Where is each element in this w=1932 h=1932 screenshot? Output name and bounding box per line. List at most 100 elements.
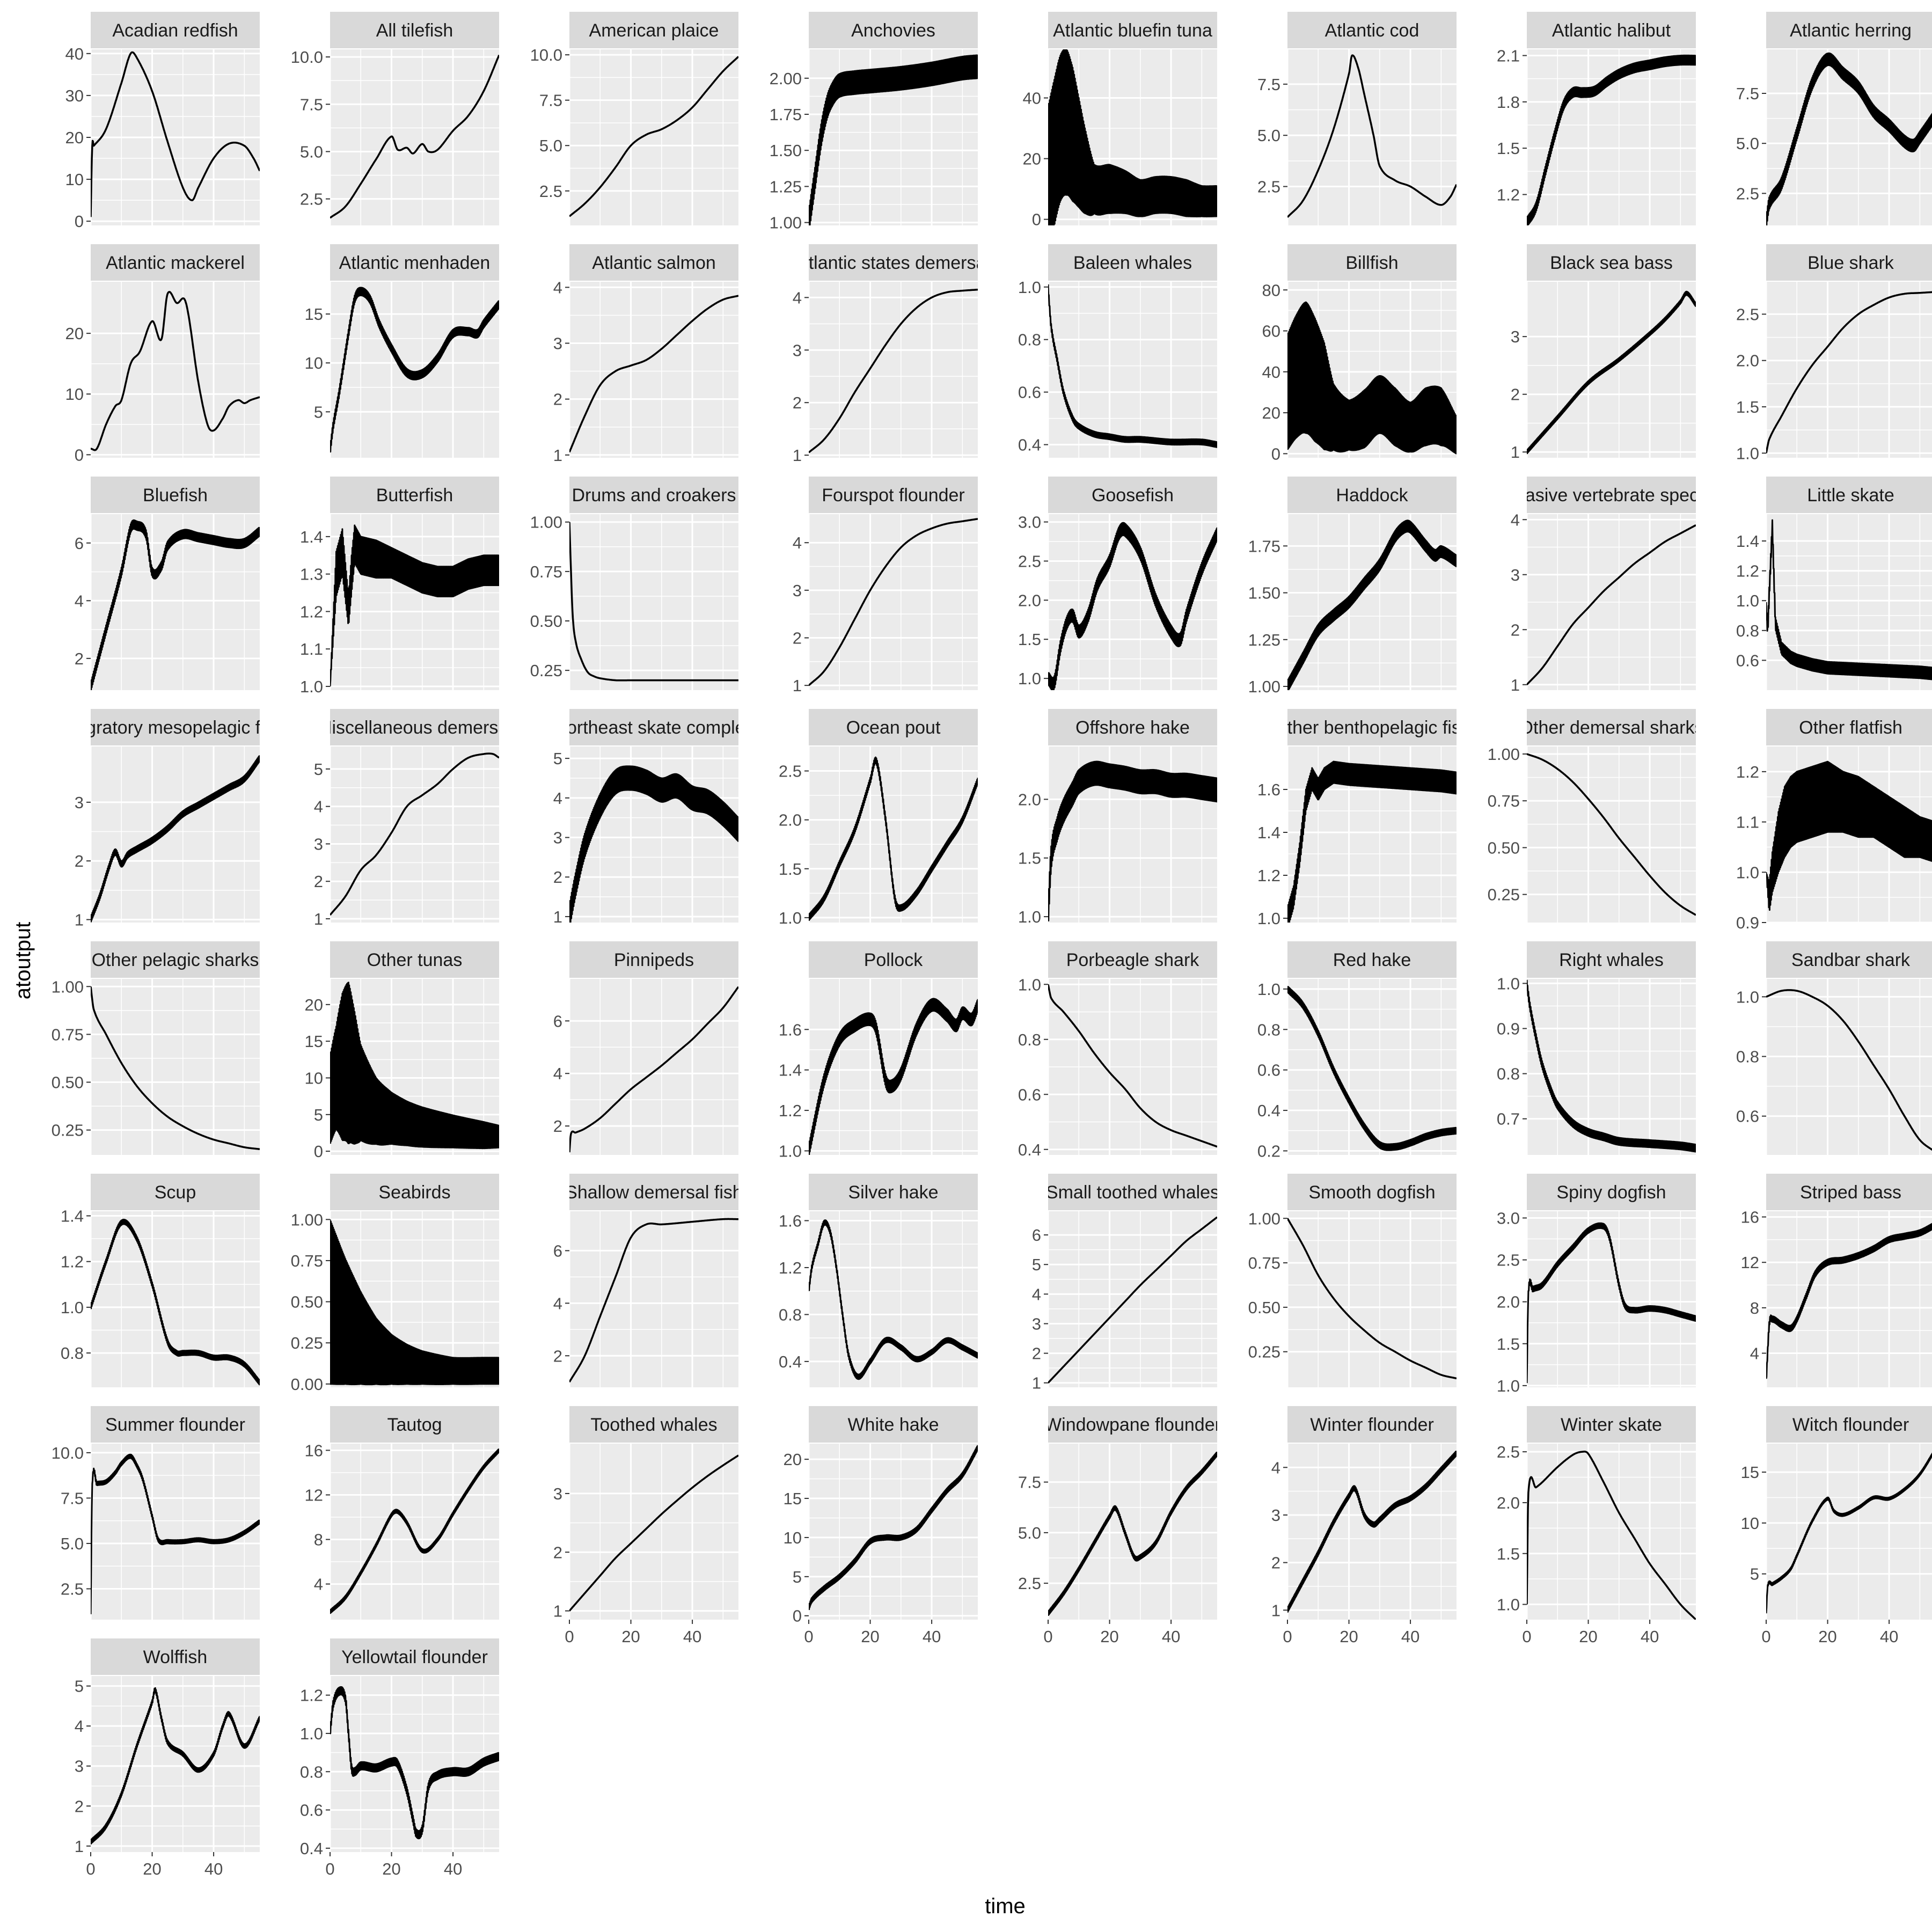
series-line-witch-flounder: [1766, 1453, 1932, 1614]
gridlines: [1526, 747, 1696, 923]
facet-title: Atlantic states demersal: [796, 253, 990, 273]
series-line-other-tunas: [330, 982, 499, 1150]
panel-background: [1766, 1444, 1932, 1620]
y-tick-label: 4: [553, 1064, 562, 1083]
facet-strip: [1287, 941, 1457, 978]
y-tick-label: 4: [1511, 510, 1520, 529]
series-line-toothed-whales: [569, 1454, 738, 1612]
facet-title: Atlantic herring: [1790, 20, 1912, 41]
panel-background: [1527, 747, 1696, 923]
panel-background: [1048, 282, 1217, 458]
y-tick-label: 1.0: [1736, 863, 1759, 882]
panel-background: [330, 282, 499, 458]
series-line-winter-flounder: [1287, 1451, 1457, 1613]
y-tick-label: 0.25: [1248, 1343, 1280, 1362]
gridlines: [329, 282, 499, 458]
facet-title: Goosefish: [1092, 485, 1174, 506]
y-tick-label: 5: [553, 749, 562, 768]
series-line-spiny-dogfish: [1527, 1222, 1696, 1384]
series-line-atlantic-states-demersal: [809, 288, 978, 453]
y-tick-label: 2: [75, 649, 84, 668]
series-line-migratory-mesopelagic-fish: [91, 755, 260, 923]
y-tick-label: 1: [75, 1837, 84, 1856]
y-tick-label: 1.0: [1497, 1596, 1520, 1614]
y-tick-label: 2.0: [1018, 591, 1041, 610]
series-line-summer-flounder: [91, 1453, 260, 1614]
panel-shallow-demersal-fish: Shallow demersal fish 2 4 6: [553, 1174, 738, 1387]
y-tick-label: 1.25: [770, 177, 802, 196]
facet-strip: [91, 1638, 260, 1675]
y-tick-label: 1.2: [779, 1258, 802, 1277]
panel-background: [91, 1444, 260, 1620]
y-tick-label: 0.8: [1736, 621, 1759, 640]
y-tick-label: 20: [305, 996, 323, 1014]
x-tick-label: 20: [1818, 1627, 1836, 1646]
panel-background: [1766, 282, 1932, 458]
y-tick-label: 1.0: [779, 1141, 802, 1160]
y-tick-label: 0.8: [1736, 1048, 1759, 1066]
y-tick-label: 1.50: [1248, 584, 1280, 603]
series-line-other-benthopelagic-fish: [1287, 760, 1457, 923]
panel-background: [809, 1211, 978, 1387]
x-tick-label: 0: [565, 1627, 574, 1646]
y-tick-label: 0.00: [291, 1375, 323, 1394]
y-tick-label: 0.75: [1488, 792, 1520, 810]
facet-title: Small toothed whales: [1046, 1182, 1219, 1203]
y-tick-label: 20: [784, 1450, 802, 1469]
facet-title: Atlantic menhaden: [339, 253, 491, 273]
panel-background: [1287, 1444, 1457, 1620]
y-tick-label: 3: [1032, 1314, 1041, 1333]
y-tick-label: 1.1: [300, 640, 323, 658]
gridlines: [1765, 1444, 1932, 1620]
facet-strip: [1287, 709, 1457, 745]
panel-acadian-redfish: Acadian redfish 0 10 20 30 40: [65, 12, 260, 231]
y-tick-label: 1.00: [1248, 677, 1280, 696]
y-tick-label: 0.25: [1488, 885, 1520, 904]
series-line-wolffish: [91, 1687, 260, 1845]
panel-other-tunas: Other tunas 0 5 10 15 20: [305, 941, 499, 1161]
y-tick-label: 5.0: [1257, 126, 1280, 145]
facet-strip: [91, 477, 260, 513]
panel-background: [809, 514, 978, 690]
series-line-red-hake: [1287, 986, 1457, 1151]
facet-title: Atlantic salmon: [592, 253, 716, 273]
x-tick-label: 20: [861, 1627, 879, 1646]
facet-title: Atlantic bluefin tuna: [1053, 20, 1212, 41]
series-line-all-tilefish: [330, 54, 499, 219]
y-tick-label: 0.8: [1257, 1020, 1280, 1039]
panel-atlantic-halibut: Atlantic halibut 1.2 1.5 1.8 2.1: [1497, 12, 1696, 225]
series-line-anchovies: [809, 54, 978, 225]
series-line-windowpane-flounder: [1048, 1451, 1217, 1616]
panel-butterfish: Butterfish 1.0 1.1 1.2 1.3 1.4: [300, 477, 499, 696]
facet-strip: [1766, 709, 1932, 745]
y-tick-label: 0.8: [300, 1762, 323, 1781]
panel-baleen-whales: Baleen whales 0.4 0.6 0.8 1.0: [1018, 244, 1217, 458]
y-tick-label: 10: [1741, 1514, 1759, 1533]
x-tick-label: 0: [804, 1627, 813, 1646]
facet-title: Drums and croakers: [572, 485, 736, 506]
facet-strip: [1527, 1174, 1696, 1210]
y-tick-label: 1.6: [779, 1020, 802, 1039]
y-tick-label: 0.50: [291, 1293, 323, 1312]
y-tick-label: 3: [553, 829, 562, 847]
facet-strip: [1527, 12, 1696, 48]
series-line-winter-skate: [1527, 1451, 1696, 1620]
facet-title: Baleen whales: [1073, 253, 1192, 273]
series-line-atlantic-halibut: [1527, 54, 1696, 225]
panel-background: [330, 747, 499, 923]
facet-title: Migratory mesopelagic fish: [67, 718, 283, 738]
gridlines: [1047, 979, 1217, 1155]
y-tick-label: 10: [65, 385, 84, 404]
y-tick-label: 0: [75, 212, 84, 231]
y-tick-label: 1.2: [300, 1686, 323, 1705]
panel-atlantic-states-demersal: Atlantic states demersal 1 2 3 4: [793, 244, 990, 465]
y-tick-label: 2: [553, 1117, 562, 1136]
gridlines: [1286, 49, 1457, 225]
y-tick-label: 3: [793, 581, 802, 600]
panel-right-whales: Right whales 0.7 0.8 0.9 1.0: [1497, 941, 1696, 1155]
y-tick-label: 4: [75, 591, 84, 610]
gridlines: [808, 1444, 978, 1620]
facet-strip: [1048, 477, 1217, 513]
y-tick-label: 20: [1262, 404, 1280, 422]
